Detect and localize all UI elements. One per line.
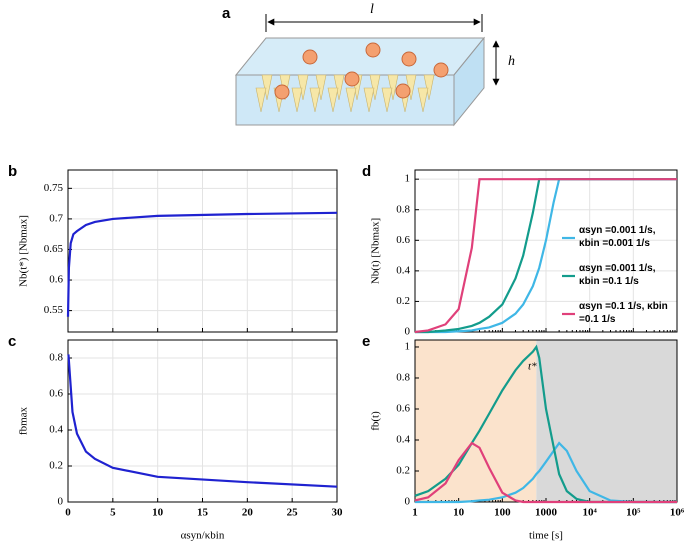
y-tick-label: 0.7 — [49, 212, 63, 224]
x-tick-label: 0 — [65, 507, 71, 519]
y-tick-label: 0 — [405, 326, 411, 338]
y-axis-label: fbmax — [18, 406, 30, 435]
x-tick-label: 10⁴ — [583, 507, 598, 519]
y-axis-label: fb(t) — [370, 411, 382, 431]
y-tick-label: 0.2 — [396, 465, 410, 477]
data-line — [66, 211, 338, 317]
annotation: t* — [528, 361, 537, 373]
x-tick-label: 20 — [242, 507, 254, 519]
shaded-region — [415, 340, 537, 502]
length-label: l — [370, 2, 374, 17]
data-line — [414, 178, 677, 334]
panel-label: c — [8, 333, 16, 350]
y-tick-label: 0.4 — [396, 434, 410, 446]
y-tick-label: 1 — [405, 341, 411, 353]
panel-label: e — [362, 333, 370, 350]
x-tick-label: 1000 — [535, 507, 558, 519]
plot-frame — [67, 169, 338, 333]
y-tick-label: 0.4 — [49, 424, 63, 436]
y-tick-label: 0.6 — [49, 388, 63, 400]
legend-entry: αsyn =0.001 1/s, κbin =0.1 1/s — [579, 263, 656, 287]
panel-label: d — [362, 163, 371, 180]
legend-entry: αsyn =0.1 1/s, κbin =0.1 1/s — [579, 301, 668, 325]
x-axis-label: time [s] — [529, 530, 563, 542]
particles — [274, 42, 449, 100]
x-tick-label: 10⁶ — [670, 507, 685, 519]
panel-label: b — [8, 163, 17, 180]
y-tick-label: 0.4 — [396, 264, 410, 276]
x-tick-label: 10 — [152, 507, 164, 519]
y-tick-label: 0.8 — [396, 203, 410, 215]
y-axis-label: Nb(t*) [Nbmax] — [18, 215, 30, 287]
x-tick-label: 15 — [197, 507, 209, 519]
y-tick-label: 0.2 — [49, 460, 63, 472]
y-tick-label: 0 — [58, 496, 64, 508]
legend-label: αsyn =0.1 1/s, κbin =0.1 1/s — [579, 301, 668, 325]
data-line — [67, 354, 338, 488]
y-tick-label: 0.2 — [396, 295, 410, 307]
y-tick-label: 0.65 — [44, 243, 64, 255]
y-tick-label: 0.8 — [49, 352, 63, 364]
y-tick-label: 1 — [405, 173, 411, 185]
diagram: a l h — [222, 2, 515, 127]
x-tick-label: 10 — [453, 507, 465, 519]
panel-label: a — [222, 5, 231, 22]
legend-label: αsyn =0.001 1/s, κbin =0.001 1/s — [579, 225, 656, 249]
y-axis-label: Nb(t) [Nbmax] — [370, 218, 382, 284]
y-tick-label: 0.75 — [44, 182, 64, 194]
box-front — [235, 74, 455, 126]
height-label: h — [508, 54, 515, 69]
x-tick-label: 30 — [332, 507, 344, 519]
x-tick-label: 5 — [110, 507, 116, 519]
y-tick-label: 0.55 — [44, 304, 64, 316]
x-axis-label: αsyn/κbin — [181, 530, 225, 542]
x-tick-label: 25 — [287, 507, 299, 519]
y-tick-label: 0 — [405, 496, 411, 508]
legend-entry: αsyn =0.001 1/s, κbin =0.001 1/s — [579, 225, 656, 249]
x-tick-label: 1 — [412, 507, 418, 519]
data-line — [414, 441, 677, 504]
y-tick-label: 0.6 — [49, 274, 63, 286]
plot-frame — [67, 339, 338, 503]
y-tick-label: 0.6 — [396, 403, 410, 415]
legend-label: αsyn =0.001 1/s, κbin =0.1 1/s — [579, 263, 656, 287]
box-side — [453, 36, 485, 127]
x-tick-label: 100 — [494, 507, 511, 519]
y-tick-label: 0.6 — [396, 234, 410, 246]
plot-frame — [414, 169, 678, 333]
x-tick-label: 10⁵ — [626, 507, 641, 519]
y-tick-label: 0.8 — [396, 372, 410, 384]
shaded-region — [536, 340, 677, 502]
data-line — [415, 441, 677, 504]
